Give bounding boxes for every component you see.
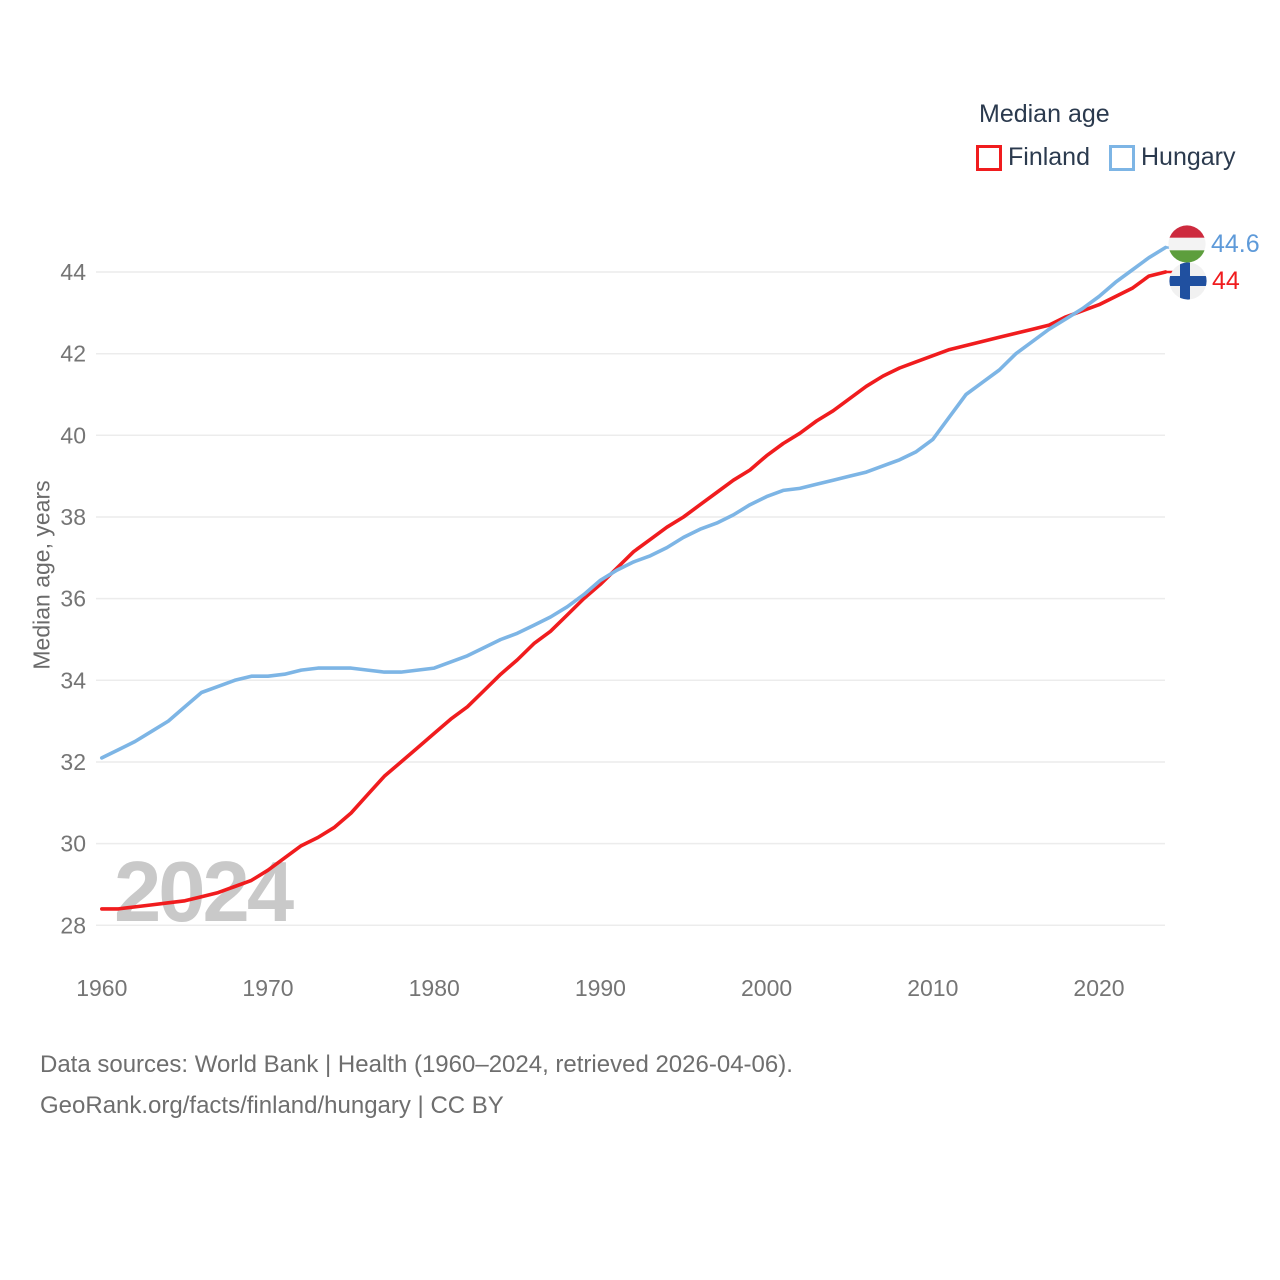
hungary-flag-icon <box>1168 225 1206 263</box>
x-tick-1980: 1980 <box>409 975 460 1001</box>
y-axis-title: Median age, years <box>28 480 55 670</box>
legend-item-hungary[interactable]: Hungary <box>1109 143 1236 172</box>
y-tick-40: 40 <box>60 422 86 448</box>
y-tick-38: 38 <box>60 504 86 530</box>
legend-label-hungary: Hungary <box>1141 143 1236 171</box>
georank-url-line: GeoRank.org/facts/finland/hungary | CC B… <box>40 1092 504 1119</box>
y-tick-42: 42 <box>60 341 86 367</box>
x-tick-2000: 2000 <box>741 975 792 1001</box>
y-tick-30: 30 <box>60 831 86 857</box>
series-line-finland <box>100 270 1168 911</box>
finland-end-label: 44 <box>1169 262 1240 300</box>
x-tick-1970: 1970 <box>242 975 293 1001</box>
series-line-hungary <box>100 245 1168 760</box>
x-tick-2020: 2020 <box>1073 975 1124 1001</box>
data-sources-line: Data sources: World Bank | Health (1960–… <box>40 1051 793 1078</box>
hungary-swatch-icon <box>1109 144 1135 171</box>
source-attribution: Data sources: World Bank | Health (1960–… <box>40 1044 793 1126</box>
hungary-end-label: 44.6 <box>1168 225 1260 263</box>
finland-end-value: 44 <box>1212 266 1240 295</box>
year-watermark: 2024 <box>114 845 294 940</box>
hungary-end-value: 44.6 <box>1211 229 1260 258</box>
legend-title: Median age <box>979 100 1110 128</box>
y-tick-32: 32 <box>60 749 86 775</box>
chart-legend: Median age Finland Hungary <box>976 100 1236 172</box>
y-tick-34: 34 <box>60 667 86 693</box>
y-tick-28: 28 <box>60 912 86 938</box>
x-tick-2010: 2010 <box>907 975 958 1001</box>
y-tick-44: 44 <box>60 259 86 285</box>
line-chart-canvas: 28 30 32 34 36 38 40 42 44 1960 1970 1980 1990 2000 20… <box>60 245 1174 1001</box>
finland-flag-icon <box>1169 262 1207 300</box>
x-tick-1990: 1990 <box>575 975 626 1001</box>
x-tick-1960: 1960 <box>76 975 127 1001</box>
legend-item-finland[interactable]: Finland <box>976 143 1090 172</box>
finland-swatch-icon <box>976 144 1002 171</box>
y-tick-36: 36 <box>60 586 86 612</box>
legend-label-finland: Finland <box>1008 143 1090 171</box>
